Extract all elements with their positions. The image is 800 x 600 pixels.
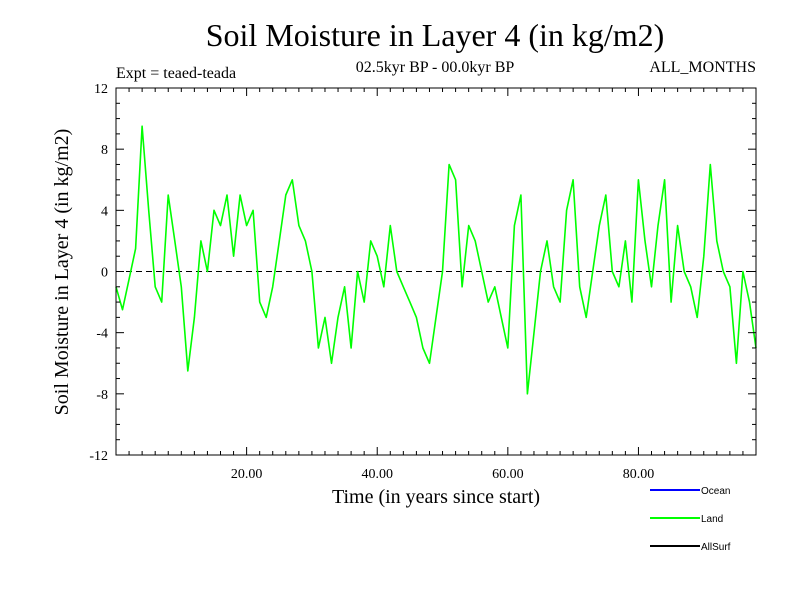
y-tick-label: 0: [101, 266, 108, 281]
legend: Ocean Land AllSurf: [650, 486, 731, 553]
y-axis-label: Soil Moisture in Layer 4 (in kg/m2): [51, 129, 73, 416]
x-axis: 20.00 40.00 60.00 80.00: [115, 88, 757, 482]
x-tick-label: 20.00: [231, 467, 263, 482]
y-tick-label: -8: [96, 388, 108, 403]
x-tick-label: 40.00: [361, 467, 393, 482]
chart-title: Soil Moisture in Layer 4 (in kg/m2): [206, 17, 665, 53]
legend-label-ocean: Ocean: [701, 486, 730, 497]
y-tick-label: 4: [101, 204, 108, 219]
x-tick-label: 60.00: [492, 467, 524, 482]
x-axis-label: Time (in years since start): [332, 486, 540, 508]
y-tick-label: -12: [89, 449, 108, 464]
y-axis: -12 -8 -4 0 4 8 12: [89, 82, 756, 464]
y-tick-label: -4: [96, 327, 108, 342]
y-tick-label: 8: [101, 143, 108, 158]
subtitle-experiment: Expt = teaed-teada: [116, 65, 236, 82]
subtitle-period: 02.5kyr BP - 00.0kyr BP: [356, 59, 515, 76]
legend-label-allsurf: AllSurf: [701, 542, 731, 553]
subtitle-months: ALL_MONTHS: [649, 59, 756, 76]
legend-label-land: Land: [701, 514, 723, 525]
series-line-land: [115, 125, 757, 395]
plot-area: [115, 87, 757, 456]
y-tick-label: 12: [94, 82, 108, 97]
x-tick-label: 80.00: [623, 467, 655, 482]
